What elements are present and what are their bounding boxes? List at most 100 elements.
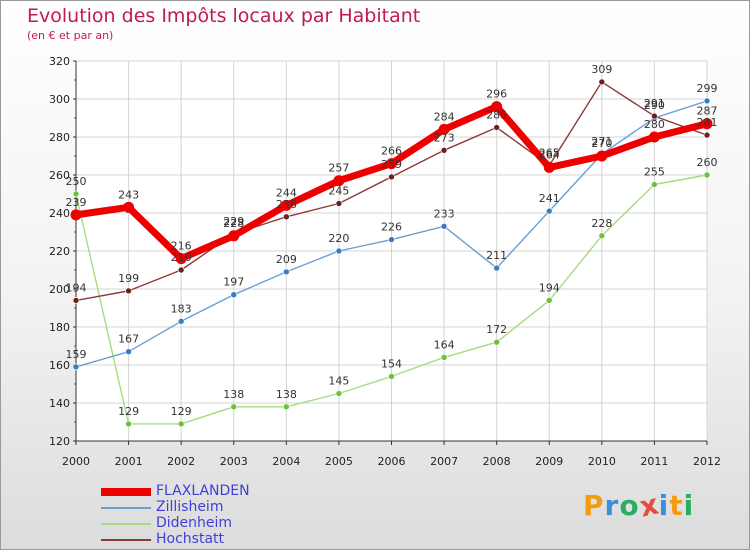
legend-item-hochstatt: Hochstatt [101,531,341,548]
y-tick-label: 320 [49,55,70,68]
data-point-hochstatt [440,147,448,154]
data-point-didenheim [335,390,343,397]
data-point-hochstatt [177,266,185,274]
data-label-flaxlanden: 216 [171,240,192,253]
data-label-didenheim: 194 [539,281,560,294]
data-label-flaxlanden: 270 [591,137,612,150]
legend-item-didenheim: Didenheim [101,515,341,532]
legend: FLAXLANDEN Zillisheim Didenheim Hochstat… [101,483,341,548]
data-label-didenheim: 250 [66,175,87,188]
data-point-didenheim [440,354,448,361]
axes: 120 140 160 180 200 220 240 260 280 300 320 2000 200… [49,55,721,468]
data-label-hochstatt: 259 [381,158,402,171]
data-label-didenheim: 172 [486,323,507,336]
data-label-flaxlanden: 239 [66,196,87,209]
data-point-flaxlanden [386,158,397,170]
data-point-hochstatt [651,112,658,120]
data-label-zillisheim: 183 [171,302,192,315]
data-label-flaxlanden: 296 [486,88,507,101]
data-label-zillisheim: 211 [486,249,507,262]
data-label-flaxlanden: 287 [697,105,718,118]
data-point-didenheim [651,181,658,188]
data-point-flaxlanden [648,131,660,143]
data-label-flaxlanden: 228 [223,217,244,230]
legend-swatch [101,488,151,496]
y-tick-label: 180 [49,321,70,334]
data-point-flaxlanden [123,201,135,213]
data-label-zillisheim: 197 [223,276,244,289]
y-tick-label: 160 [49,359,70,372]
legend-swatch [101,507,151,509]
x-tick-label: 2009 [535,455,563,468]
data-point-zillisheim [230,291,238,299]
data-label-flaxlanden: 264 [539,148,560,161]
data-label-flaxlanden: 243 [118,188,139,201]
data-label-hochstatt: 273 [434,131,455,144]
data-point-hochstatt [703,131,711,139]
data-label-zillisheim: 226 [381,221,402,234]
data-label-zillisheim: 233 [434,207,455,220]
data-label-didenheim: 154 [381,357,402,370]
data-point-didenheim [125,420,132,428]
data-label-didenheim: 129 [118,405,139,418]
data-point-didenheim [598,232,606,240]
data-point-zillisheim [703,97,711,105]
data-point-zillisheim [283,268,290,276]
chart-title: Evolution des Impôts locaux par Habitant [27,5,421,27]
x-tick-label: 2000 [62,455,90,468]
data-label-hochstatt: 291 [644,97,665,110]
x-tick-label: 2006 [378,455,406,468]
data-label-zillisheim: 271 [591,135,612,148]
data-label-hochstatt: 265 [539,147,560,160]
data-point-hochstatt [388,173,395,181]
data-point-flaxlanden [70,209,82,221]
x-tick-label: 2002 [167,455,195,468]
y-tick-label: 240 [49,207,70,220]
data-label-zillisheim: 220 [328,232,349,245]
legend-swatch [101,523,151,525]
data-point-flaxlanden [438,123,450,135]
data-point-flaxlanden [228,230,240,242]
data-label-hochstatt: 285 [486,109,507,122]
data-label-hochstatt: 238 [276,198,297,211]
data-point-didenheim [703,171,711,179]
legend-label: Didenheim [156,515,233,531]
data-point-didenheim [493,338,500,346]
legend-item-zillisheim: Zillisheim [101,499,341,516]
x-tick-label: 2011 [640,455,668,468]
data-label-flaxlanden: 280 [644,118,665,131]
data-label-zillisheim: 299 [697,82,718,95]
data-point-hochstatt [125,287,132,295]
x-tick-label: 2004 [272,455,300,468]
data-point-flaxlanden [280,199,292,211]
proxiti-logo: Proxiti [583,487,695,524]
series-lines [70,78,713,428]
data-point-flaxlanden [596,150,608,162]
data-point-didenheim [283,403,290,411]
data-label-flaxlanden: 244 [276,186,297,199]
data-label-hochstatt: 281 [697,116,718,129]
data-point-zillisheim [125,348,132,356]
x-tick-label: 2010 [588,455,616,468]
legend-label: FLAXLANDEN [156,483,250,499]
data-label-didenheim: 228 [591,217,612,230]
data-point-hochstatt [283,213,290,221]
data-label-hochstatt: 194 [66,281,87,294]
data-point-hochstatt [72,297,80,304]
data-point-flaxlanden [701,118,713,130]
data-label-didenheim: 129 [171,405,192,418]
legend-item-flaxlanden: FLAXLANDEN [101,483,341,500]
data-point-hochstatt [493,124,500,131]
data-label-hochstatt: 210 [171,251,192,264]
data-label-hochstatt: 229 [223,215,244,228]
y-tick-label: 220 [49,245,70,258]
data-point-zillisheim [72,363,80,371]
legend-label: Hochstatt [156,531,225,547]
legend-swatch [101,539,151,541]
x-tick-label: 2008 [483,455,511,468]
data-point-zillisheim [493,264,500,272]
data-label-hochstatt: 309 [591,63,612,76]
data-label-didenheim: 260 [697,156,718,169]
